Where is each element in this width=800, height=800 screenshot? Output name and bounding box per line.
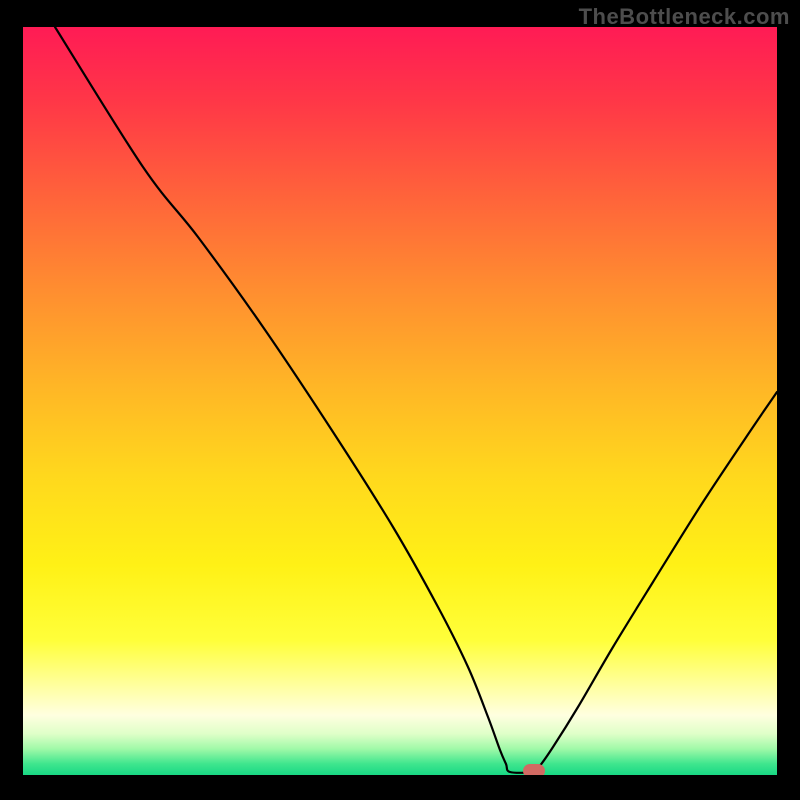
curve-path xyxy=(55,27,777,773)
optimal-point-marker xyxy=(523,764,545,775)
bottleneck-curve xyxy=(23,27,777,775)
chart-container: TheBottleneck.com xyxy=(0,0,800,800)
watermark-text: TheBottleneck.com xyxy=(579,4,790,30)
plot-area xyxy=(23,27,777,775)
